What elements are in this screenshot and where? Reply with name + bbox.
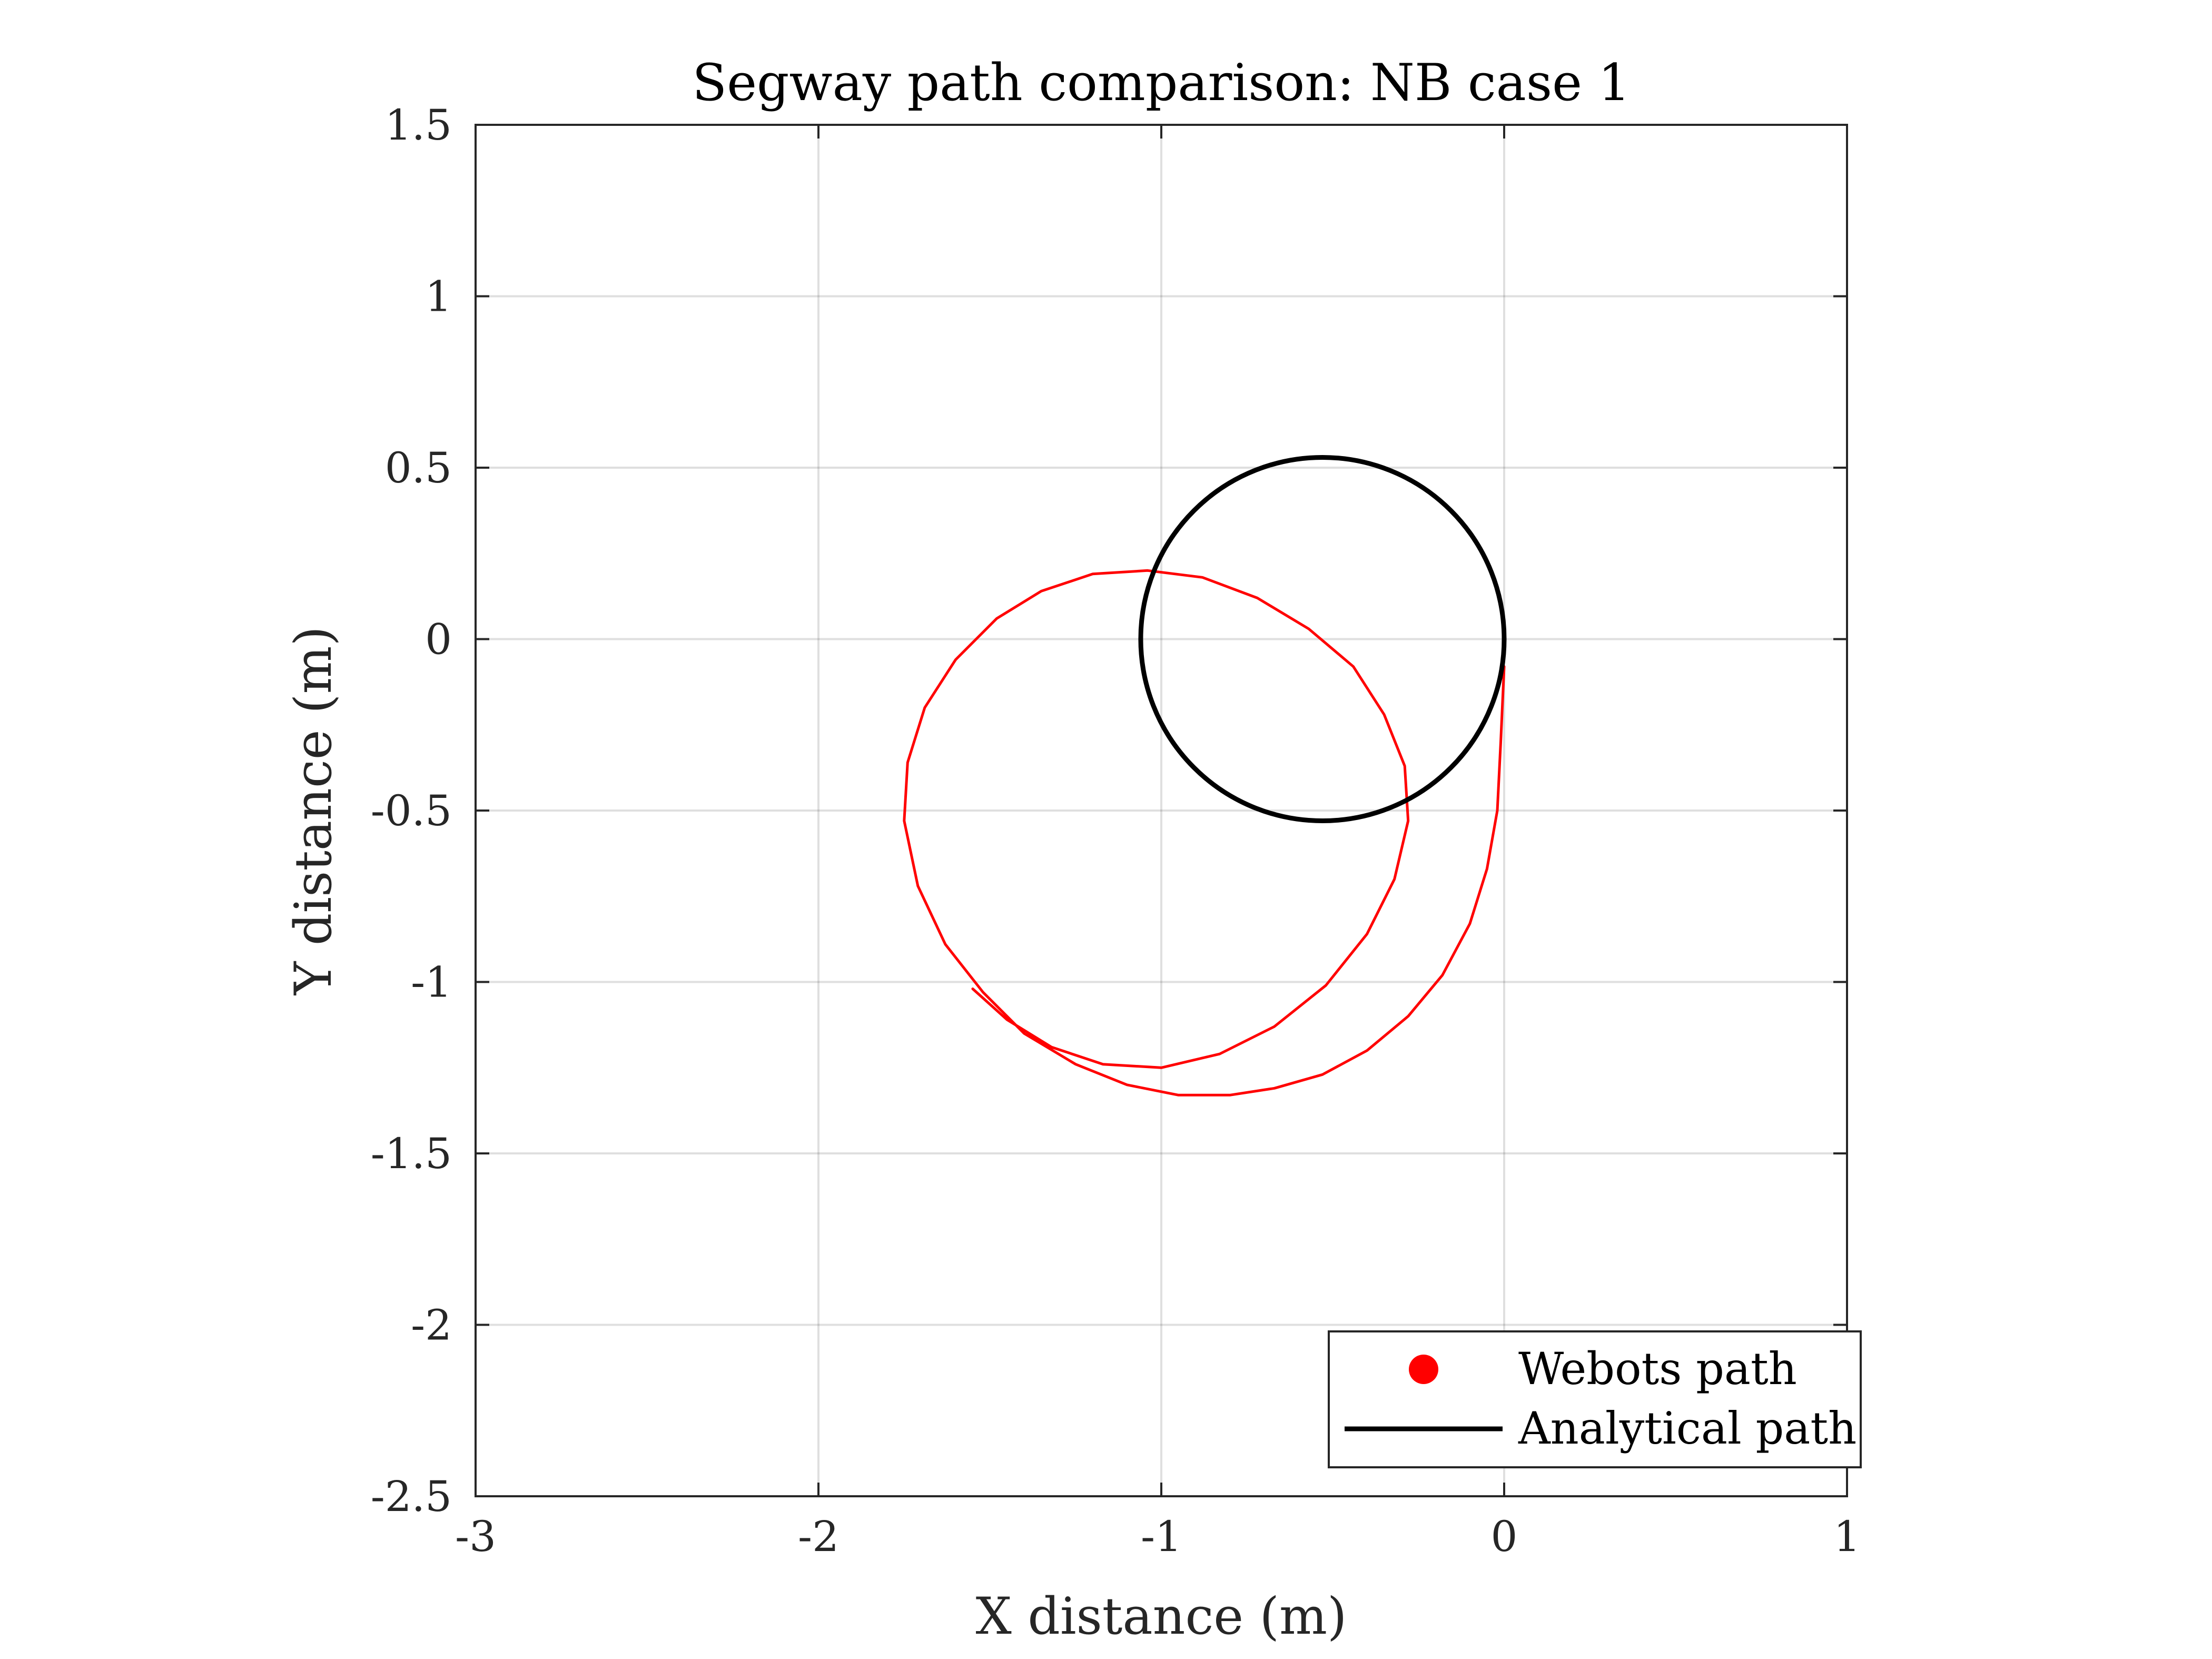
- plot-area: [476, 125, 1847, 1496]
- legend: Webots path Analytical path: [1328, 1330, 1862, 1468]
- x-tick-label: -1: [1141, 1512, 1182, 1561]
- x-tick-label: -3: [455, 1512, 496, 1561]
- y-tick-label: 0.5: [385, 443, 452, 492]
- x-axis-label: X distance (m): [976, 1587, 1347, 1646]
- tick-labels: -3 -2 -1 0 1 1.5 1 0.5 0 -0.5 -1 -1.5 -2 -2.5: [371, 101, 1861, 1561]
- series-layer: [903, 455, 1507, 1097]
- y-tick-label: 1.5: [385, 101, 452, 150]
- y-tick-label: -2: [411, 1301, 452, 1350]
- legend-label-analytical: Analytical path: [1518, 1403, 1856, 1454]
- y-tick-label: -0.5: [371, 786, 452, 835]
- y-axis-label: Y distance (m): [284, 626, 343, 996]
- legend-label-webots: Webots path: [1518, 1343, 1797, 1395]
- y-tick-label: -2.5: [371, 1472, 452, 1521]
- analytical-path-circle: [1138, 455, 1507, 824]
- x-tick-label: -2: [798, 1512, 839, 1561]
- legend-box: [1328, 1330, 1862, 1468]
- y-tick-label: -1: [411, 958, 452, 1007]
- webots-path-line: [903, 569, 1506, 1097]
- y-tick-label: 0: [425, 615, 452, 664]
- x-tick-label: 1: [1834, 1512, 1861, 1561]
- y-tick-label: 1: [425, 272, 452, 321]
- ticks: [475, 124, 1848, 1497]
- y-tick-label: -1.5: [371, 1129, 452, 1178]
- x-tick-label: 0: [1491, 1512, 1518, 1561]
- legend-marker-webots: [1409, 1355, 1438, 1384]
- chart-title: Segway path comparison: NB case 1: [692, 53, 1630, 112]
